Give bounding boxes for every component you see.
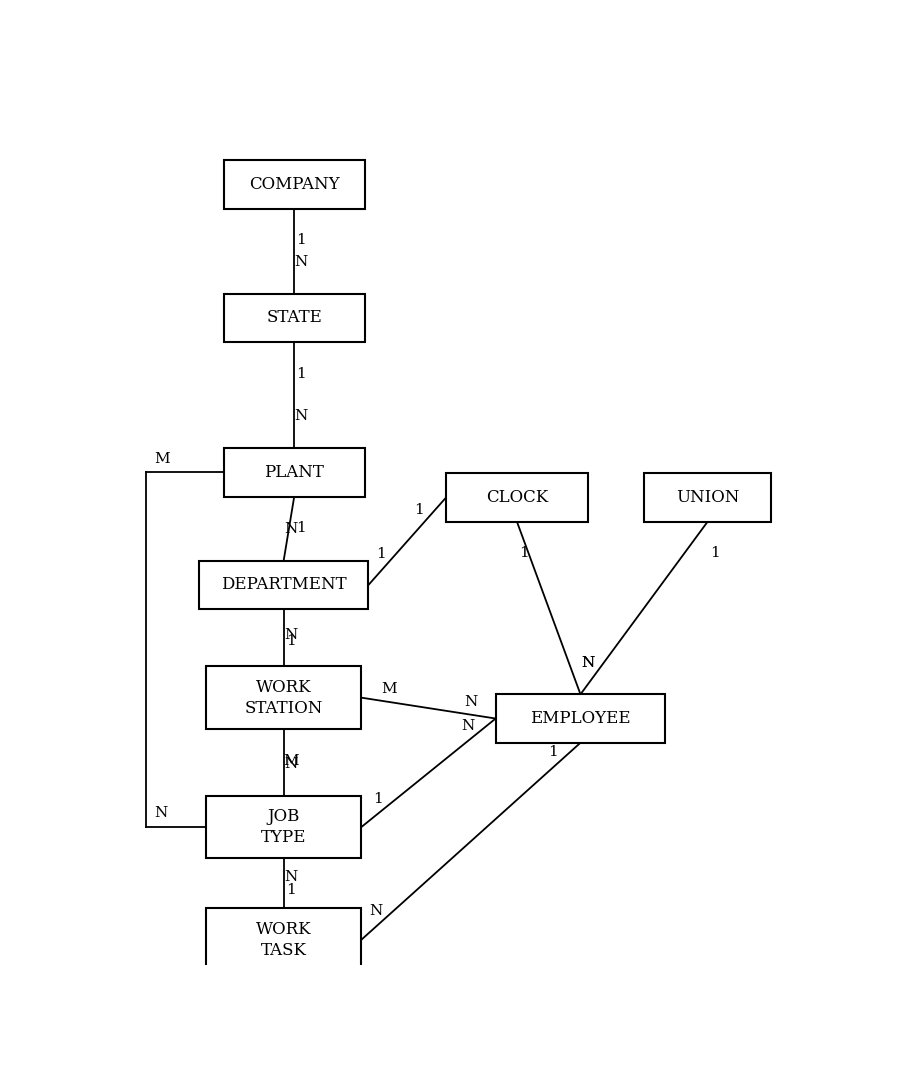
Text: N: N (283, 757, 297, 771)
Text: 1: 1 (285, 634, 295, 648)
FancyBboxPatch shape (445, 473, 587, 521)
Text: 1: 1 (373, 791, 382, 805)
FancyBboxPatch shape (643, 473, 771, 521)
FancyBboxPatch shape (206, 908, 361, 971)
Text: 1: 1 (296, 521, 306, 535)
Text: N: N (283, 869, 297, 883)
Text: 1: 1 (709, 546, 719, 560)
Text: STATE: STATE (266, 309, 322, 326)
Text: 1: 1 (518, 546, 528, 560)
Text: CLOCK: CLOCK (486, 489, 548, 506)
Text: 1: 1 (415, 503, 424, 517)
Text: 1: 1 (375, 547, 385, 562)
Text: UNION: UNION (675, 489, 739, 506)
FancyBboxPatch shape (206, 667, 361, 728)
Text: M: M (282, 753, 298, 767)
FancyBboxPatch shape (223, 448, 364, 496)
Text: N: N (369, 904, 383, 917)
Text: N: N (283, 628, 297, 642)
Text: 1: 1 (296, 366, 306, 380)
Text: N: N (580, 656, 594, 670)
Text: WORK
STATION: WORK STATION (244, 679, 322, 717)
FancyBboxPatch shape (496, 695, 665, 743)
Text: M: M (381, 683, 397, 696)
Text: COMPANY: COMPANY (249, 176, 339, 193)
Text: DEPARTMENT: DEPARTMENT (220, 577, 346, 593)
FancyBboxPatch shape (199, 560, 368, 609)
Text: 1: 1 (285, 883, 295, 898)
Text: EMPLOYEE: EMPLOYEE (529, 710, 630, 727)
Text: N: N (283, 522, 297, 537)
Text: N: N (464, 695, 476, 709)
Text: N: N (154, 806, 168, 821)
Text: 1: 1 (296, 233, 306, 247)
FancyBboxPatch shape (206, 796, 361, 859)
Text: PLANT: PLANT (264, 464, 323, 481)
Text: N: N (580, 656, 594, 670)
FancyBboxPatch shape (223, 294, 364, 343)
Text: JOB
TYPE: JOB TYPE (261, 808, 306, 846)
Text: N: N (294, 410, 308, 424)
Text: WORK
TASK: WORK TASK (256, 920, 311, 958)
Text: N: N (460, 719, 474, 733)
FancyBboxPatch shape (223, 160, 364, 208)
Text: N: N (294, 255, 308, 269)
Text: M: M (154, 452, 169, 466)
Text: 1: 1 (548, 745, 557, 759)
